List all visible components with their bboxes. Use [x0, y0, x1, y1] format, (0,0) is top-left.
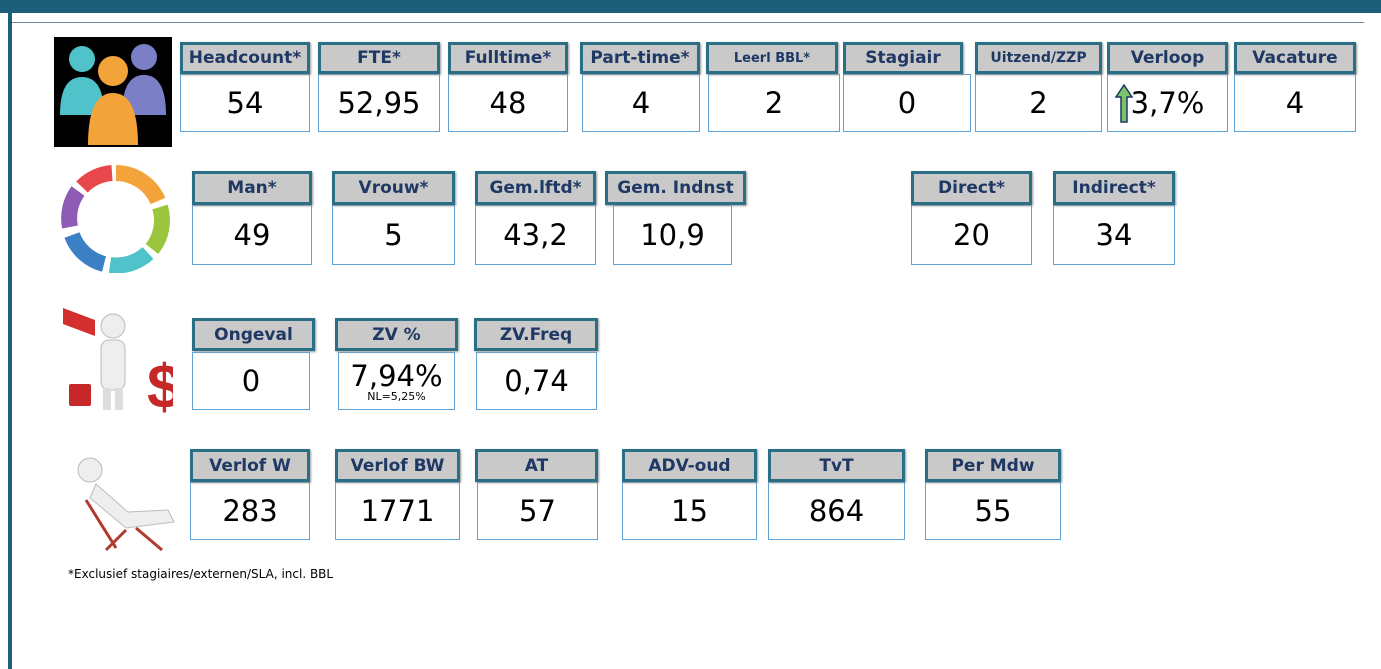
kpi-value: 49: [234, 218, 271, 252]
kpi-value: 2: [765, 86, 783, 120]
left-bar: [8, 0, 12, 669]
kpi-value-box: 1771: [335, 482, 460, 540]
kpi-label: AT: [475, 449, 598, 482]
kpi-value-box: 20: [911, 205, 1032, 265]
kpi-value-box: 0: [843, 74, 971, 132]
kpi-value-box: 55: [925, 482, 1061, 540]
kpi-value: 864: [809, 494, 864, 528]
kpi-value: 4: [632, 86, 650, 120]
kpi-value-box: 4: [1234, 74, 1356, 132]
kpi-value-box: 48: [448, 74, 568, 132]
kpi-value-box: 57: [477, 482, 598, 540]
up-arrow: [1115, 84, 1133, 124]
kpi-label: Leerl BBL*: [706, 42, 838, 74]
kpi-label: Vrouw*: [332, 171, 455, 205]
kpi-value: 3,7%: [1131, 86, 1205, 120]
kpi-label: Ongeval: [192, 318, 315, 351]
kpi-label: Vacature: [1234, 42, 1356, 74]
people-icon: [54, 37, 172, 147]
kpi-value: 54: [227, 86, 264, 120]
kpi-label: Headcount*: [180, 42, 310, 74]
kpi-value-box: 49: [192, 205, 312, 265]
kpi-value-box: 5: [332, 205, 455, 265]
divider: [12, 22, 1364, 23]
kpi-value: 283: [222, 494, 277, 528]
kpi-value-box: 283: [190, 482, 310, 540]
kpi-value: 0: [898, 86, 916, 120]
kpi-note: NL=5,25%: [367, 391, 426, 402]
kpi-label: Verlof BW: [335, 449, 460, 482]
kpi-value: 4: [1286, 86, 1304, 120]
kpi-value-box: 43,2: [475, 205, 596, 265]
kpi-value-box: 15: [622, 482, 757, 540]
kpi-label: Fulltime*: [448, 42, 568, 74]
kpi-label: Stagiair: [843, 42, 963, 74]
kpi-label: Gem. Indnst: [605, 171, 746, 205]
kpi-value: 0: [242, 364, 260, 398]
kpi-value: 2: [1029, 86, 1047, 120]
kpi-label: Man*: [192, 171, 312, 205]
kpi-label: Direct*: [911, 171, 1032, 205]
kpi-label: TvT: [768, 449, 905, 482]
relax-icon: [66, 440, 184, 552]
health-icon: $: [55, 288, 173, 414]
kpi-value: 15: [671, 494, 708, 528]
kpi-value-box: 864: [768, 482, 905, 540]
kpi-label: ZV %: [335, 318, 458, 351]
kpi-label: FTE*: [318, 42, 440, 74]
kpi-value-box: 54: [180, 74, 310, 132]
kpi-value-box: 2: [708, 74, 840, 132]
kpi-value: 57: [519, 494, 556, 528]
kpi-value: 1771: [361, 494, 435, 528]
kpi-value: 48: [490, 86, 527, 120]
kpi-label: Part-time*: [580, 42, 700, 74]
kpi-label: Gem.lftd*: [475, 171, 596, 205]
kpi-value-box: 0,74: [476, 352, 597, 410]
kpi-value: 0,74: [504, 364, 569, 398]
kpi-label: Per Mdw: [925, 449, 1061, 482]
kpi-value: 34: [1096, 218, 1133, 252]
kpi-value-box: 0: [192, 352, 310, 410]
kpi-value: 52,95: [337, 86, 420, 120]
kpi-value: 5: [384, 218, 402, 252]
hands-ring-icon: [60, 165, 172, 273]
kpi-value-box: 2: [975, 74, 1102, 132]
kpi-value: 7,94%: [350, 361, 442, 391]
kpi-value: 55: [975, 494, 1012, 528]
kpi-label: ADV-oud: [622, 449, 757, 482]
kpi-value-box: 34: [1053, 205, 1175, 265]
kpi-label: Verlof W: [190, 449, 310, 482]
kpi-label: ZV.Freq: [474, 318, 598, 351]
page: {"rows": [ {"tiles": [ {"label": "Headco…: [0, 0, 1381, 669]
footnote: *Exclusief stagiaires/externen/SLA, incl…: [68, 567, 333, 581]
kpi-value: 10,9: [640, 218, 705, 252]
kpi-label: Verloop: [1107, 42, 1228, 74]
kpi-value-box: 4: [582, 74, 700, 132]
kpi-label: Indirect*: [1053, 171, 1175, 205]
kpi-value: 20: [953, 218, 990, 252]
kpi-label: Uitzend/ZZP: [975, 42, 1102, 74]
kpi-value-box: 7,94%NL=5,25%: [338, 352, 455, 410]
svg-text:$: $: [147, 353, 173, 414]
kpi-value: 43,2: [503, 218, 568, 252]
top-bar: [0, 0, 1381, 13]
kpi-value-box: 52,95: [318, 74, 440, 132]
kpi-value-box: 10,9: [613, 205, 732, 265]
